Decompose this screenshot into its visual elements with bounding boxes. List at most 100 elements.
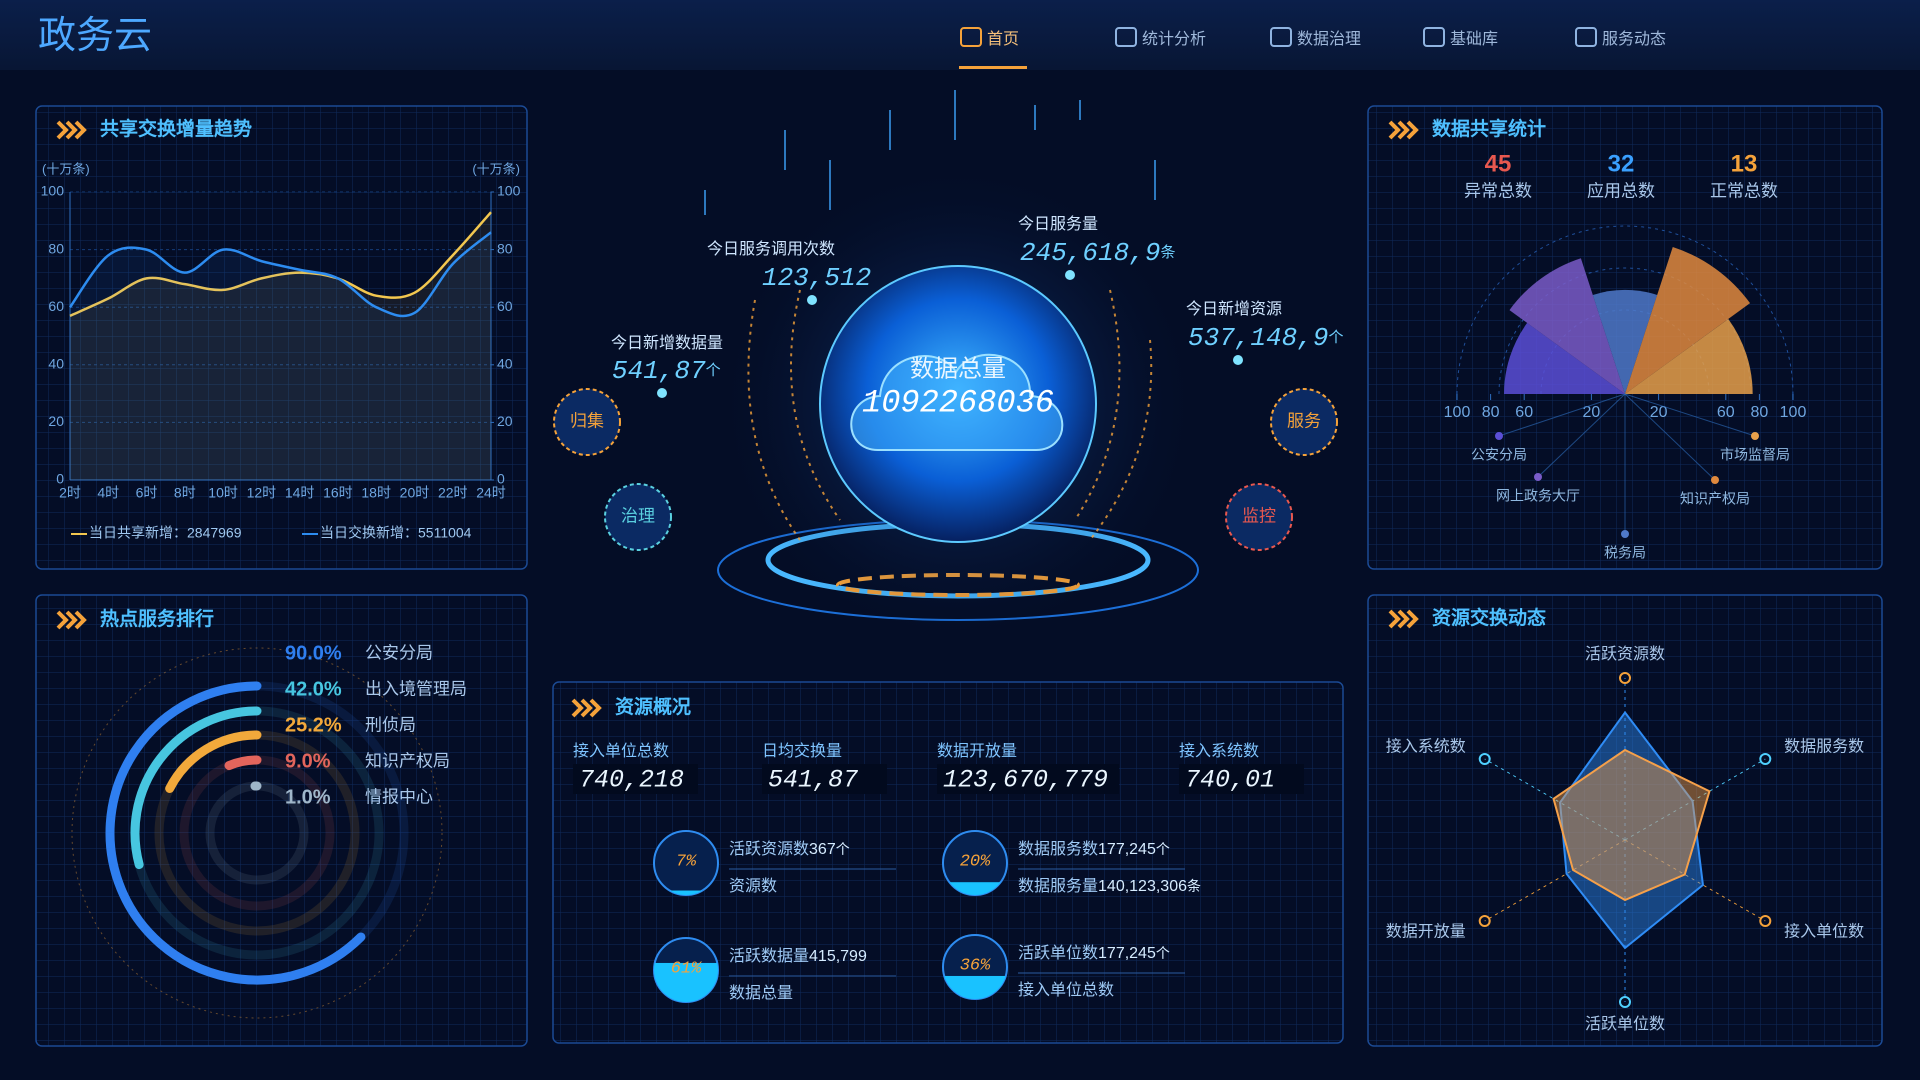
nav-icon [1575, 27, 1597, 47]
stat-label: 接入单位总数 [573, 742, 669, 760]
metric-label: 今日新增数据量 [611, 334, 723, 352]
gauge-fill [943, 975, 1007, 999]
metric-number: 123,512 [762, 263, 871, 293]
total-label: 数据总量 [910, 355, 1006, 382]
title-icon [74, 120, 87, 140]
title-icon [1406, 609, 1419, 629]
badge-label: 治理 [621, 506, 655, 525]
rose-ring [1498, 267, 1752, 395]
nav-underline [959, 66, 1027, 69]
metric-label: 今日服务调用次数 [707, 240, 835, 258]
nav-icon [1115, 27, 1137, 47]
stat-label: 正常总数 [1710, 181, 1778, 200]
gauge-item-value: 140,123,306 [1098, 878, 1187, 895]
title-icon [65, 120, 78, 140]
y2-axis-label: (十万条) [472, 161, 520, 176]
y-tick-label: 40 [48, 356, 64, 372]
gauge-item: 活跃数据量415,799 [729, 947, 867, 965]
gauge-item-unit: 个 [836, 841, 850, 857]
arc-bar [224, 755, 262, 771]
metric-number: 537,148,9 [1188, 323, 1328, 353]
category-label: 市场监督局 [1720, 447, 1790, 463]
metric-unit: 条 [1160, 244, 1175, 262]
title-icon [1406, 120, 1419, 140]
panel-title: 共享交换增量趋势 [100, 117, 252, 140]
gauge-item-label: 活跃数据量 [729, 947, 809, 965]
category-label: 公安分局 [1471, 447, 1527, 463]
axis-tick-label: 100 [1780, 404, 1807, 421]
cloud [850, 353, 1064, 451]
metric-unit: 个 [1328, 329, 1343, 347]
rose-petal [1625, 247, 1751, 394]
label-dot [1751, 432, 1759, 440]
stat-value: 123,670,779 [943, 766, 1108, 795]
total-value: 1092268036 [862, 384, 1054, 421]
badge [1270, 388, 1338, 456]
rose-petal [1504, 322, 1625, 394]
stat-label: 日均交换量 [762, 742, 842, 760]
gauge-item-value: 415,799 [809, 948, 867, 965]
nav-item[interactable]: 统计分析 [1115, 27, 1206, 48]
label-dot [1621, 530, 1629, 538]
nav-label: 首页 [987, 30, 1019, 48]
badge-label: 监控 [1242, 506, 1276, 525]
panel [35, 594, 528, 1047]
gauge-percent: 7% [676, 852, 697, 871]
metric-value: 123,512 [762, 263, 871, 293]
panel-title: 资源交换动态 [1432, 606, 1546, 629]
panel-title: 热点服务排行 [100, 607, 214, 630]
gauge-percent: 36% [960, 956, 991, 975]
nav-item[interactable]: 数据治理 [1270, 27, 1361, 48]
title-icon [74, 610, 87, 630]
label-dot [1495, 432, 1503, 440]
y-tick-label: 0 [56, 471, 64, 487]
axis-tick-label: 20 [1583, 404, 1601, 421]
value-label: 25.2% [285, 714, 342, 736]
gauge-item-label: 数据服务数 [1018, 840, 1098, 858]
axis-tick-label: 60 [1717, 404, 1735, 421]
title-icon [65, 610, 78, 630]
nav-item[interactable]: 基础库 [1423, 27, 1498, 48]
stat-box [573, 764, 698, 794]
gauge-item: 接入单位总数 [1018, 981, 1114, 999]
x-tick-label: 20时 [400, 485, 430, 501]
axis-tick-label: 60 [1515, 404, 1533, 421]
label-dot [1711, 476, 1719, 484]
x-tick-label: 10时 [208, 485, 238, 501]
badge [604, 483, 672, 551]
leader [1624, 393, 1716, 481]
metric-number: 541,87 [612, 356, 706, 386]
nav-item[interactable]: 首页 [959, 27, 1027, 69]
axis-end [1619, 672, 1631, 684]
gauge-item: 数据服务量140,123,306条 [1018, 877, 1201, 895]
center-visual [704, 90, 1199, 644]
axis-end [1478, 753, 1491, 765]
indicator-label: 活跃单位数 [1585, 1015, 1665, 1033]
category-label: 刑侦局 [365, 715, 416, 734]
gauge-item-value: 177,245 [1098, 841, 1156, 858]
category-label: 出入境管理局 [365, 679, 467, 698]
rose-petal [1509, 258, 1625, 394]
metric-dot [1065, 270, 1075, 280]
y2-tick-label: 100 [497, 183, 521, 199]
nav-item[interactable]: 服务动态 [1575, 27, 1666, 48]
series-area [70, 212, 491, 480]
y2-tick-label: 60 [497, 298, 513, 314]
gauge-percent: 20% [960, 852, 991, 871]
gauge-item-label: 接入单位总数 [1018, 981, 1114, 999]
indicator-label: 数据开放量 [1386, 923, 1466, 941]
legend-label: 当日交换新增：5511004 [320, 525, 472, 541]
gauge-percent: 61% [671, 959, 702, 978]
y-axis-label: (十万条) [42, 161, 90, 176]
nav-icon [1270, 27, 1292, 47]
gauge-item-label: 数据总量 [729, 984, 793, 1002]
radar-axis [1624, 839, 1766, 922]
stat-box [937, 764, 1119, 794]
value-label: 9.0% [285, 750, 331, 772]
x-tick-label: 6时 [136, 485, 158, 501]
stat-value: 13 [1731, 150, 1758, 177]
panel [35, 105, 528, 570]
category-label: 知识产权局 [365, 751, 450, 770]
badge [553, 388, 621, 456]
